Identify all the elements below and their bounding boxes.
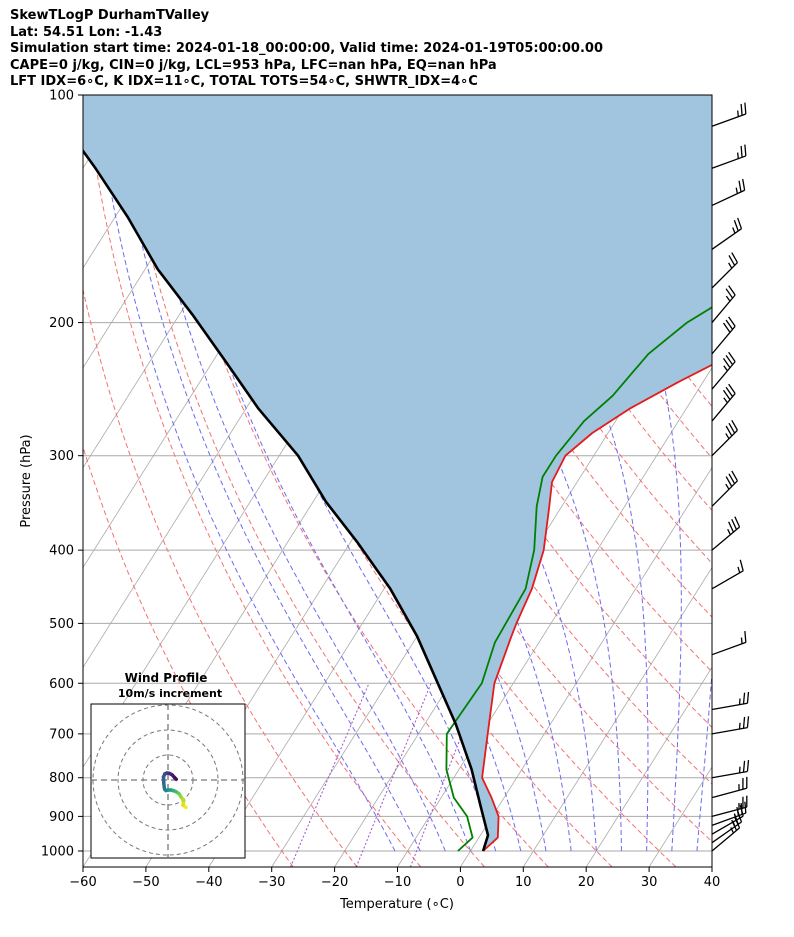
wind-barb xyxy=(711,559,744,590)
y-tick-label: 800 xyxy=(49,771,74,786)
moist-adiabat xyxy=(550,95,682,852)
wind-barb xyxy=(711,178,746,207)
wind-barb xyxy=(711,630,747,656)
chart-title: SkewTLogP DurhamTValley xyxy=(10,8,210,23)
moist-adiabat xyxy=(156,95,471,852)
wind-barb xyxy=(711,795,748,818)
x-tick-label: −60 xyxy=(69,875,96,890)
dry-adiabat xyxy=(150,95,549,867)
isotherm-line xyxy=(0,95,3,867)
y-tick-label: 400 xyxy=(49,544,74,559)
wind-barb xyxy=(711,420,739,457)
moist-adiabat xyxy=(114,95,421,852)
wind-barb xyxy=(711,716,750,735)
x-tick-label: −50 xyxy=(132,875,159,890)
chart-header: SkewTLogP DurhamTValley Lat: 54.51 Lon: … xyxy=(10,8,603,91)
y-tick-label: 500 xyxy=(49,617,74,632)
hodograph-title: Wind Profile xyxy=(125,671,208,685)
x-tick-label: 40 xyxy=(704,875,721,890)
wind-barb xyxy=(711,776,748,799)
isotherm-line xyxy=(585,666,712,867)
moist-adiabat xyxy=(386,95,622,852)
moist-adiabat xyxy=(134,95,446,852)
wind-barb xyxy=(711,217,743,250)
y-tick-label: 1000 xyxy=(41,844,74,859)
hodograph-subtitle: 10m/s increment xyxy=(118,687,222,700)
isotherm-line xyxy=(522,566,712,867)
x-tick-label: −30 xyxy=(258,875,285,890)
dry-adiabat xyxy=(770,95,794,867)
x-axis-label: Temperature (∘C) xyxy=(339,897,454,912)
y-axis-label: Pressure (hPa) xyxy=(19,434,34,527)
time-text: Simulation start time: 2024-01-18_00:00:… xyxy=(10,41,603,56)
temperature-line xyxy=(481,363,712,852)
x-tick-label: 30 xyxy=(641,875,658,890)
location-text: Lat: 54.51 Lon: -1.43 xyxy=(10,24,163,40)
cape-cin-shading xyxy=(83,95,712,851)
wind-barb xyxy=(711,102,747,127)
wind-barb xyxy=(711,316,736,355)
wind-barb xyxy=(711,817,741,852)
hodograph: Wind Profile 10m/s increment xyxy=(90,671,246,859)
x-tick-label: 10 xyxy=(515,875,532,890)
y-tick-label: 900 xyxy=(49,810,74,825)
y-tick-label: 600 xyxy=(49,677,74,692)
isotherm-line xyxy=(334,267,712,867)
x-tick-label: −10 xyxy=(384,875,411,890)
dry-adiabat xyxy=(704,95,712,107)
y-tick-label: 300 xyxy=(49,449,74,464)
y-tick-label: 200 xyxy=(49,316,74,331)
isotherm-line xyxy=(711,866,712,867)
wind-barb xyxy=(711,252,739,289)
parcel-line xyxy=(83,148,490,852)
stability-indices: LFT IDX=6∘C, K IDX=11∘C, TOTAL TOTS=54∘C… xyxy=(10,74,478,89)
wind-barb xyxy=(711,470,739,507)
isotherm-line xyxy=(460,466,712,867)
wind-barb xyxy=(711,516,741,551)
convective-params: CAPE=0 j/kg, CIN=0 j/kg, LCL=953 hPa, LF… xyxy=(10,57,497,73)
wind-barb xyxy=(711,285,736,323)
wind-barb xyxy=(711,351,736,390)
x-tick-label: −40 xyxy=(195,875,222,890)
dry-adiabat xyxy=(738,95,794,867)
x-tick-label: 20 xyxy=(578,875,595,890)
dry-adiabat xyxy=(411,95,712,565)
y-tick-label: 700 xyxy=(49,727,74,742)
mixing-ratio-line xyxy=(355,683,432,867)
x-tick-label: 0 xyxy=(456,875,464,890)
dry-adiabat xyxy=(85,95,422,867)
y-tick-label: 100 xyxy=(49,89,74,104)
moist-adiabat xyxy=(96,95,396,852)
dewpoint-line xyxy=(445,306,712,852)
isotherm-line xyxy=(83,95,193,269)
dry-adiabat xyxy=(83,287,358,867)
x-tick-label: −20 xyxy=(321,875,348,890)
hodograph-segment xyxy=(172,775,178,781)
wind-barb xyxy=(711,691,750,711)
wind-barb xyxy=(711,144,747,169)
mixing-ratio-line xyxy=(290,683,370,867)
wind-barb xyxy=(711,383,736,422)
wind-barb xyxy=(711,760,750,779)
